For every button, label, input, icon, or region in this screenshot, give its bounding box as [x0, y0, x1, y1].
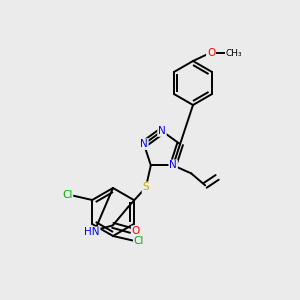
- Text: HN: HN: [84, 227, 100, 237]
- Text: Cl: Cl: [62, 190, 72, 200]
- Text: CH₃: CH₃: [226, 49, 242, 58]
- Text: S: S: [142, 182, 149, 192]
- Text: N: N: [140, 139, 148, 149]
- Text: O: O: [207, 48, 215, 58]
- Text: N: N: [169, 160, 177, 170]
- Text: Cl: Cl: [134, 236, 144, 246]
- Text: N: N: [158, 126, 166, 136]
- Text: O: O: [132, 226, 140, 236]
